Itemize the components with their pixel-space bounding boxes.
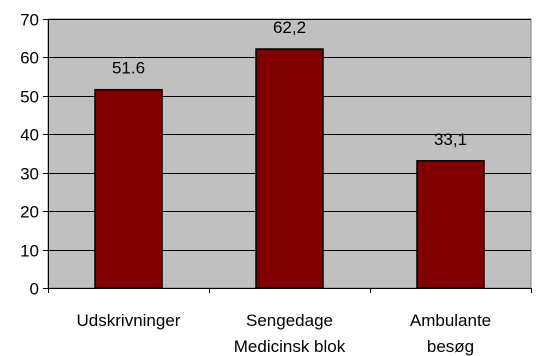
- x-axis: Udskrivninger Sengedage Medicinsk blok Ambu…: [43, 288, 532, 356]
- data-label: 51.6: [112, 59, 145, 78]
- y-tick-label: 10: [20, 242, 39, 261]
- y-tick-label: 40: [20, 126, 39, 145]
- category-label: Sengedage: [246, 311, 333, 330]
- category-label: besøg: [427, 337, 474, 356]
- bar: [416, 160, 485, 289]
- data-label: 33,1: [434, 130, 467, 149]
- category-label: Udskrivninger: [77, 311, 181, 330]
- y-axis: 0 10 20 30 40 50 60 70: [20, 11, 49, 299]
- data-label: 62,2: [273, 18, 306, 37]
- bar: [255, 48, 324, 289]
- y-tick-label: 30: [20, 165, 39, 184]
- category-label: Ambulante: [410, 311, 491, 330]
- bars: [94, 48, 485, 289]
- data-labels: 51.6 62,2 33,1: [112, 18, 467, 149]
- y-tick-label: 50: [20, 88, 39, 107]
- y-tick-label: 60: [20, 49, 39, 68]
- category-label: Medicinsk blok: [234, 337, 346, 356]
- y-tick-label: 20: [20, 203, 39, 222]
- y-tick-label: 70: [20, 11, 39, 30]
- bar: [94, 88, 163, 289]
- y-tick-label: 0: [30, 280, 39, 299]
